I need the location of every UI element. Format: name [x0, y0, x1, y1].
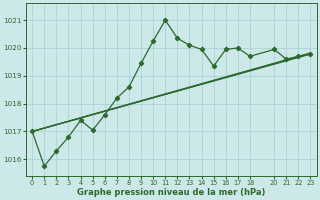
X-axis label: Graphe pression niveau de la mer (hPa): Graphe pression niveau de la mer (hPa): [77, 188, 266, 197]
